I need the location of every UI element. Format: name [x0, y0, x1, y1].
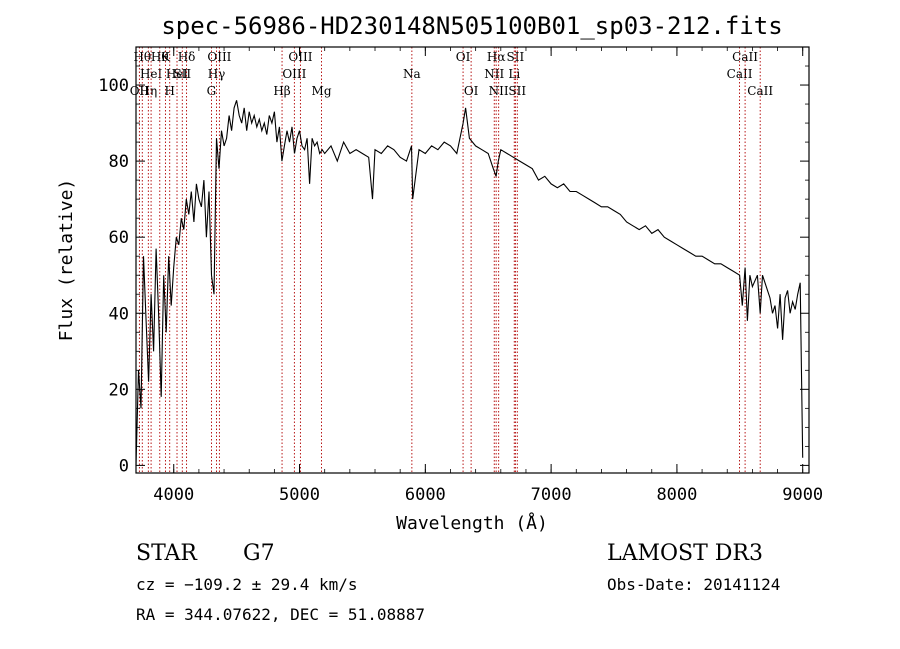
survey-name: LAMOST DR3	[607, 541, 763, 566]
x-tick-label: 5000	[279, 485, 320, 505]
spectral-line-label: NII	[484, 67, 504, 81]
y-tick-label: 20	[109, 380, 129, 400]
object-class: STAR	[136, 541, 198, 566]
y-tick-label: 0	[119, 456, 129, 476]
x-tick-label: 4000	[153, 485, 194, 505]
spectral-line-label: CaII	[732, 50, 758, 64]
x-axis-ticks: 4000 5000 6000 7000 8000 9000	[153, 47, 823, 505]
spectral-line-label: G	[207, 84, 217, 98]
spectral-line-label: OIII	[288, 50, 312, 64]
spectral-line-label: HeI	[166, 67, 189, 81]
spectral-line-label: Mg	[312, 84, 332, 98]
spectral-line-label: Li	[508, 67, 520, 81]
x-tick-label: 7000	[531, 485, 572, 505]
y-tick-label: 100	[98, 76, 129, 96]
spectral-line-label: OII	[130, 84, 150, 98]
spectral-line-label: Hγ	[208, 67, 226, 81]
spectral-line-label: Hδ	[178, 50, 196, 64]
spectral-line-label: SII	[173, 67, 191, 81]
spectral-line-label: HeI	[140, 67, 163, 81]
plot-frame	[135, 46, 810, 474]
spectral-line-label: OIII	[282, 67, 306, 81]
spectral-line-label: OI	[464, 84, 479, 98]
spectral-line-label: Hα	[487, 50, 506, 64]
chart-title: spec-56986-HD230148N505100B01_sp03-212.f…	[161, 12, 782, 40]
spectral-line-label: SII	[508, 84, 526, 98]
y-tick-label: 40	[109, 304, 129, 324]
y-axis-label: Flux (relative)	[56, 179, 77, 342]
coordinates: RA = 344.07622, DEC = 51.08887	[136, 605, 425, 624]
spectral-line-label: OI	[456, 50, 471, 64]
spectral-line-label: Hη	[139, 84, 157, 98]
spectral-line-label: Na	[403, 67, 421, 81]
spectral-line-label: Hθ	[133, 50, 151, 64]
spectral-line-label: Hβ	[273, 84, 290, 98]
redshift-velocity: cz = −109.2 ± 29.4 km/s	[136, 575, 358, 594]
spectral-line-label: SII	[507, 50, 525, 64]
object-subclass: G7	[243, 541, 275, 566]
spectrum-series-line	[135, 100, 804, 466]
spectral-line-label: K	[161, 50, 171, 64]
spectral-line-label: CaII	[747, 84, 773, 98]
spectral-line-label: OIII	[207, 50, 231, 64]
spectral-line-markers: OIIHθHηHeIHθKHHeISIIHδGHγOIIIHβOIIIOIIIM…	[130, 47, 773, 473]
spectral-line-label: H	[164, 84, 174, 98]
spectral-line-label: CaII	[727, 67, 753, 81]
x-tick-label: 8000	[656, 485, 697, 505]
spectral-line-label: Hθ	[151, 50, 169, 64]
x-tick-label: 9000	[782, 485, 823, 505]
y-axis-ticks: 0 20 40 60 80 100	[98, 65, 809, 476]
observation-date: Obs-Date: 20141124	[607, 575, 780, 594]
spectral-line-label: NII	[489, 84, 509, 98]
y-tick-label: 60	[109, 228, 129, 248]
y-tick-label: 80	[109, 152, 129, 172]
x-axis-label: Wavelength (Å)	[396, 512, 548, 534]
x-tick-label: 6000	[405, 485, 446, 505]
